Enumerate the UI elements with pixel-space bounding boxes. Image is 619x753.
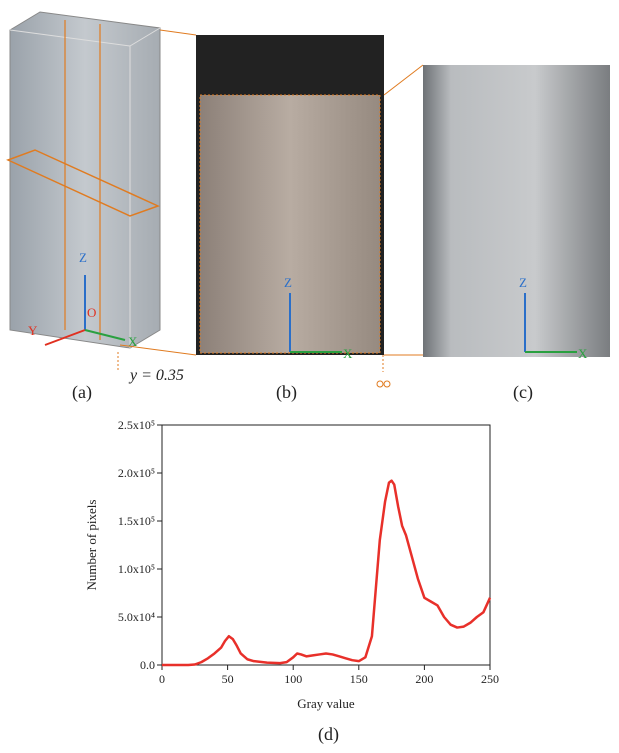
annotation: y = 0.35 bbox=[128, 367, 184, 384]
panel-label: (c) bbox=[513, 382, 533, 403]
y-axis-label: Number of pixels bbox=[84, 500, 99, 591]
y-tick-label: 5.0x10⁴ bbox=[118, 610, 155, 624]
panel-label: (d) bbox=[318, 724, 339, 745]
panel-label: (b) bbox=[276, 382, 297, 403]
axis-letter: Z bbox=[519, 275, 527, 290]
x-tick-label: 0 bbox=[159, 672, 165, 686]
axis-letter: Z bbox=[79, 250, 87, 265]
x-tick-label: 100 bbox=[284, 672, 302, 686]
y-tick-label: 0.0 bbox=[140, 658, 155, 672]
plot-frame bbox=[161, 424, 491, 666]
x-tick-label: 150 bbox=[350, 672, 368, 686]
panel-c-image bbox=[423, 65, 610, 357]
axis-letter: X bbox=[128, 334, 138, 349]
axis-letter: X bbox=[578, 346, 588, 361]
x-tick-label: 50 bbox=[222, 672, 234, 686]
x-axis-label: Gray value bbox=[297, 696, 355, 711]
y-tick-label: 1.5x10⁵ bbox=[118, 514, 155, 528]
y-tick-label: 1.0x10⁵ bbox=[118, 562, 155, 576]
axis-letter: O bbox=[87, 305, 96, 320]
x-tick-label: 200 bbox=[415, 672, 433, 686]
y-tick-label: 2.0x10⁵ bbox=[118, 466, 155, 480]
axis-letter: X bbox=[343, 346, 353, 361]
panel-b-image bbox=[119, 29, 424, 388]
data-line bbox=[162, 479, 492, 667]
axis-letter: Z bbox=[284, 275, 292, 290]
y-tick-label: 2.5x10⁵ bbox=[118, 418, 155, 432]
panel-a-image bbox=[6, 11, 161, 370]
x-tick-label: 250 bbox=[481, 672, 499, 686]
axis-letter: Y bbox=[28, 323, 38, 338]
panel-label: (a) bbox=[72, 382, 92, 403]
